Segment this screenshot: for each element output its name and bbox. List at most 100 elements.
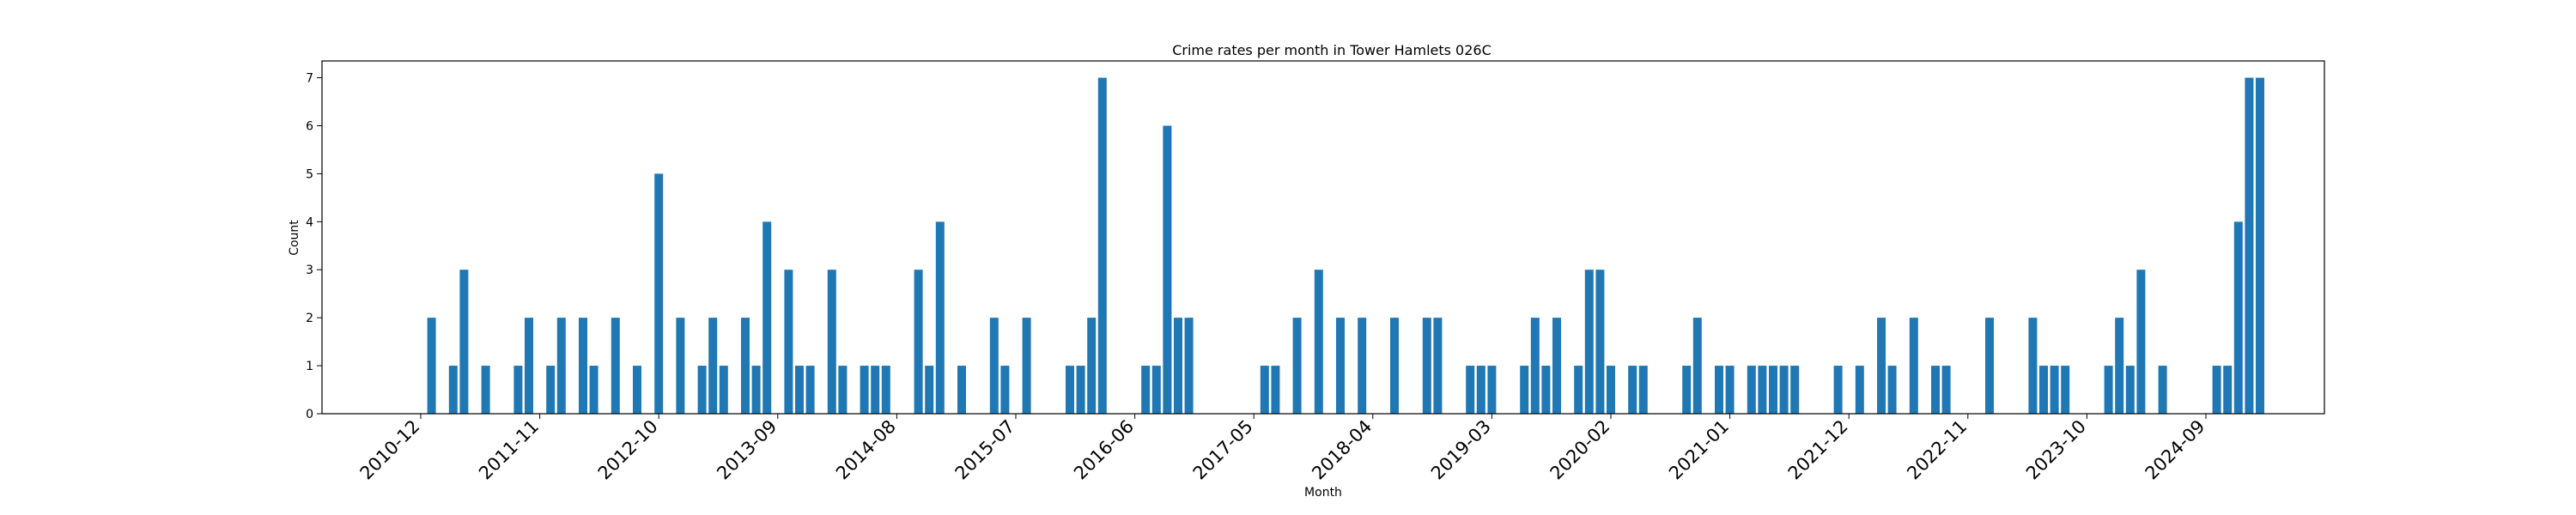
bar-2019-07 xyxy=(1530,318,1540,414)
bar-2022-01 xyxy=(1855,366,1864,414)
bar-2016-09 xyxy=(1163,125,1172,415)
bar-2015-08 xyxy=(1022,318,1031,414)
bar-2022-06 xyxy=(1909,318,1918,414)
bar-2023-01 xyxy=(1985,318,1994,414)
bar-2011-01 xyxy=(427,318,436,414)
bar-2022-08 xyxy=(1931,366,1940,414)
bar-2021-11 xyxy=(1833,366,1843,414)
y-tick-label-5: 5 xyxy=(306,167,313,181)
bar-2012-10 xyxy=(654,173,664,414)
bar-2014-03 xyxy=(838,366,848,414)
y-tick-label-3: 3 xyxy=(306,264,313,277)
bar-2025-02 xyxy=(2256,77,2264,414)
bar-2011-09 xyxy=(513,366,523,414)
bar-2015-05 xyxy=(989,318,999,414)
bar-2020-02 xyxy=(1607,366,1615,414)
bar-2024-01 xyxy=(2115,318,2124,414)
bar-2015-12 xyxy=(1066,366,1074,414)
bar-2023-05 xyxy=(2028,318,2038,414)
bar-2020-10 xyxy=(1692,318,1702,414)
bar-2021-04 xyxy=(1758,366,1767,414)
bar-2014-02 xyxy=(827,270,836,414)
x-axis-label: Month xyxy=(1304,486,1342,500)
bar-2019-03 xyxy=(1487,366,1497,414)
bar-2011-04 xyxy=(459,270,469,414)
bar-2021-06 xyxy=(1779,366,1789,414)
bar-2019-02 xyxy=(1476,366,1485,414)
bar-2021-03 xyxy=(1747,366,1756,414)
bar-2024-10 xyxy=(2212,366,2221,414)
bar-2011-12 xyxy=(546,366,556,414)
bar-2013-02 xyxy=(697,366,707,414)
y-tick-label-7: 7 xyxy=(306,72,313,86)
bar-2013-11 xyxy=(795,366,804,414)
bar-2019-11 xyxy=(1574,366,1583,414)
y-tick-label-4: 4 xyxy=(306,215,313,229)
bar-2016-02 xyxy=(1087,318,1097,414)
bar-2012-01 xyxy=(556,318,566,414)
bar-2020-01 xyxy=(1595,270,1605,414)
y-axis-label: Count xyxy=(288,220,301,256)
chart-title: Crime rates per month in Tower Hamlets 0… xyxy=(1172,42,1492,58)
bar-2011-03 xyxy=(448,366,458,414)
bar-2012-08 xyxy=(633,366,641,414)
bar-2020-05 xyxy=(1638,366,1648,414)
plot-area-frame xyxy=(321,60,2325,415)
bar-2024-05 xyxy=(2158,366,2167,414)
bar-2017-07 xyxy=(1271,366,1280,414)
bar-2019-01 xyxy=(1466,366,1475,414)
bar-2022-09 xyxy=(1941,366,1951,414)
bar-2019-09 xyxy=(1552,318,1561,414)
bar-2024-02 xyxy=(2125,366,2135,414)
bar-2014-07 xyxy=(881,366,890,414)
bar-2020-12 xyxy=(1715,366,1723,414)
y-tick-label-2: 2 xyxy=(306,312,313,325)
bar-2020-04 xyxy=(1628,366,1637,414)
bar-2018-10 xyxy=(1433,318,1443,414)
bar-2012-03 xyxy=(579,318,587,414)
bar-2018-03 xyxy=(1358,318,1367,414)
bar-2017-06 xyxy=(1260,366,1269,414)
bar-2012-06 xyxy=(611,318,620,414)
bar-2013-08 xyxy=(762,221,772,414)
bar-2023-06 xyxy=(2039,366,2048,414)
bar-2019-08 xyxy=(1541,366,1551,414)
bar-2018-06 xyxy=(1390,318,1399,414)
y-tick-label-0: 0 xyxy=(306,408,313,421)
bar-2016-10 xyxy=(1174,318,1182,414)
bar-2021-01 xyxy=(1725,366,1735,414)
bar-2018-01 xyxy=(1336,318,1345,414)
bar-2013-07 xyxy=(751,366,761,414)
bar-2024-12 xyxy=(2233,221,2243,414)
bar-2013-03 xyxy=(708,318,718,414)
bar-2014-05 xyxy=(860,366,869,414)
bar-2015-02 xyxy=(957,366,966,414)
bar-2012-12 xyxy=(676,318,685,414)
bar-2016-01 xyxy=(1076,366,1085,414)
bar-2017-09 xyxy=(1292,318,1302,414)
bar-2016-07 xyxy=(1141,366,1151,414)
bar-2011-10 xyxy=(525,318,533,414)
bar-2011-06 xyxy=(481,366,490,414)
bar-2021-07 xyxy=(1790,366,1800,414)
bar-2014-06 xyxy=(871,366,880,414)
y-tick-label-6: 6 xyxy=(306,119,313,133)
bar-2023-07 xyxy=(2050,366,2059,414)
y-tick-label-1: 1 xyxy=(306,360,313,373)
y-axis: 0 1 2 3 4 5 6 7 xyxy=(306,72,322,421)
bar-2025-01 xyxy=(2245,77,2254,414)
bar-2013-06 xyxy=(741,318,750,414)
bar-2013-10 xyxy=(784,270,793,414)
bar-2019-12 xyxy=(1584,270,1594,414)
bar-2014-11 xyxy=(925,366,934,414)
bar-2016-08 xyxy=(1151,366,1161,414)
bar-2015-06 xyxy=(1000,366,1010,414)
bar-2014-10 xyxy=(914,270,923,414)
bar-2023-08 xyxy=(2061,366,2070,414)
bar-2013-12 xyxy=(805,366,815,414)
bar-2020-09 xyxy=(1682,366,1692,414)
bar-2022-04 xyxy=(1887,366,1897,414)
bar-2014-12 xyxy=(935,221,945,414)
bar-2019-06 xyxy=(1520,366,1529,414)
